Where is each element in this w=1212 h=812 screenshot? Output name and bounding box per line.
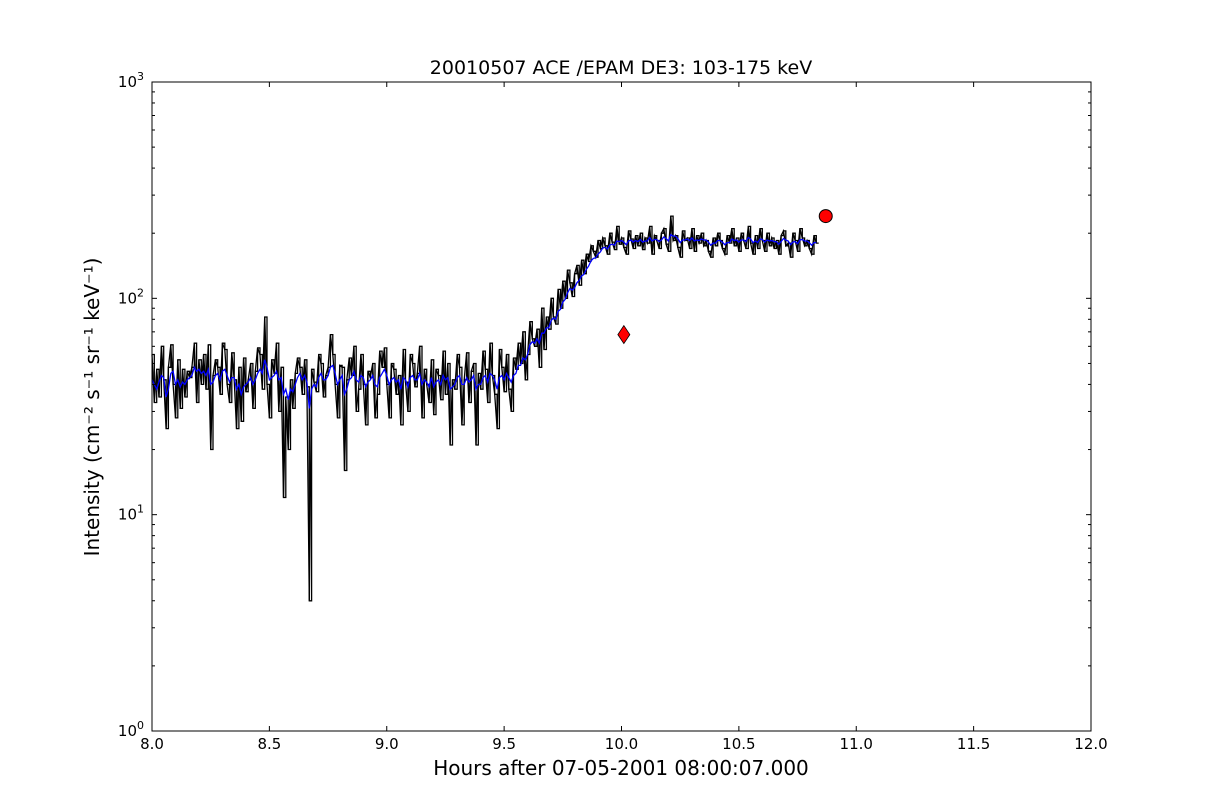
y-tick-label: 103	[118, 70, 144, 91]
x-tick-label: 11.0	[840, 735, 873, 753]
x-tick-label: 8.0	[140, 735, 164, 753]
chart-title: 20010507 ACE /EPAM DE3: 103-175 keV	[430, 57, 812, 79]
series-0-steps	[152, 215, 819, 602]
plot-area: 8.0 8.5 9.0 9.5 10.0 10.5 11.0 11.5 12.0 100 101 10…	[118, 70, 1108, 753]
marker-circle	[818, 209, 833, 224]
x-tick-label: 9.0	[375, 735, 399, 753]
y-tick-label: 101	[118, 503, 144, 524]
y-tick-label: 100	[118, 719, 144, 740]
x-tick-label: 12.0	[1074, 735, 1107, 753]
x-axis-label: Hours after 07-05-2001 08:00:07.000	[433, 756, 809, 780]
x-tick-label: 11.5	[957, 735, 990, 753]
x-tick-label: 9.5	[492, 735, 516, 753]
marker-diamond	[617, 324, 631, 345]
series-1-line	[151, 233, 817, 409]
x-tick-label: 10.0	[605, 735, 638, 753]
x-tick-label: 10.5	[722, 735, 755, 753]
x-tick-label: 8.5	[257, 735, 281, 753]
series-0-line	[151, 216, 817, 601]
y-tick-label: 102	[118, 286, 144, 307]
y-axis-label: Intensity (cm⁻² s⁻¹ sr⁻¹ keV⁻¹)	[80, 258, 104, 557]
